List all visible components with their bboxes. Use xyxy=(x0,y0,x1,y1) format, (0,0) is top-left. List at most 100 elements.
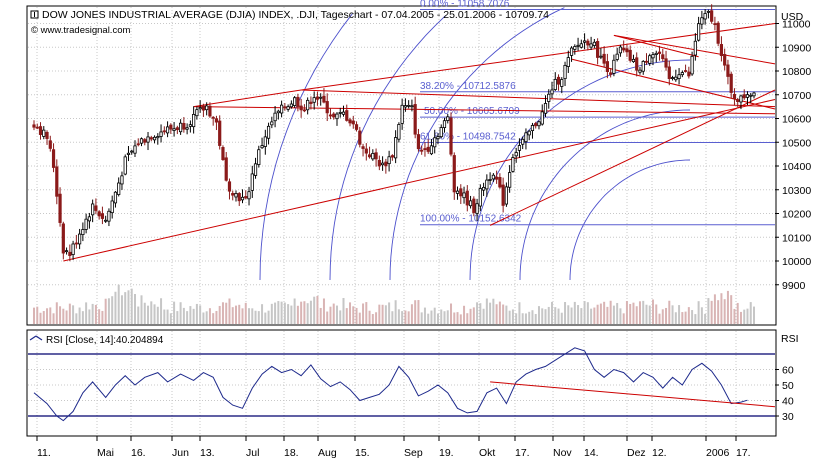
candle-body xyxy=(182,123,186,130)
volume-bar xyxy=(81,311,84,324)
candle-body xyxy=(556,76,561,85)
candle-body xyxy=(615,53,619,60)
candle-body xyxy=(120,175,124,185)
price-grid xyxy=(28,7,775,324)
date-tick-label: 14. xyxy=(584,447,599,459)
volume-bar xyxy=(107,298,110,324)
volume-bar xyxy=(726,290,729,324)
candle-body xyxy=(58,193,62,223)
candle-body xyxy=(582,40,587,43)
candle-body xyxy=(205,105,209,111)
fib-level-label: 100.00% - 10152.6342 xyxy=(420,214,522,225)
volume-bar xyxy=(511,309,514,324)
price-tick-label: 10300 xyxy=(782,185,811,197)
candle-body xyxy=(341,111,346,115)
date-tick-label: Nov xyxy=(553,447,572,459)
candle-body xyxy=(723,54,727,66)
volume-bar xyxy=(642,300,645,324)
candle-body xyxy=(674,76,678,81)
candle-body xyxy=(48,140,52,149)
currency-label: USD xyxy=(781,11,804,23)
volume-bar xyxy=(42,311,45,324)
date-tick-label: 17. xyxy=(515,447,530,459)
date-tick-label: 18. xyxy=(284,447,299,459)
trendline xyxy=(63,99,776,262)
candle-body xyxy=(192,113,196,128)
volume-bar xyxy=(306,303,309,324)
candle-body xyxy=(657,51,662,54)
price-tick-label: 10100 xyxy=(782,232,811,244)
candle-body xyxy=(573,46,577,50)
candle-body xyxy=(175,127,179,131)
volume-bar xyxy=(124,292,127,324)
volume-bar xyxy=(205,311,208,324)
volume-bar xyxy=(349,302,352,324)
candle-body xyxy=(266,125,271,139)
candle-body xyxy=(35,126,39,129)
candle-body xyxy=(354,124,359,130)
volume-bar xyxy=(498,301,501,324)
volume-bar xyxy=(691,310,694,324)
volume-bar xyxy=(52,313,55,324)
candle-body xyxy=(609,72,613,75)
volume-bar xyxy=(625,301,628,324)
volume-bar xyxy=(137,306,140,324)
volume-bar xyxy=(309,300,312,324)
volume-bar xyxy=(368,310,371,324)
volume-bar xyxy=(590,308,593,324)
volume-bar xyxy=(456,312,459,324)
date-tick-label: 2006 xyxy=(706,447,730,459)
volume-bar xyxy=(427,313,430,324)
candle-body xyxy=(64,250,69,253)
volume-bar xyxy=(609,300,612,324)
volume-bar xyxy=(736,302,739,324)
rsi-tick-label: 50 xyxy=(782,380,794,392)
volume-bar xyxy=(225,302,228,324)
candle-body xyxy=(504,186,508,205)
volume-bar xyxy=(616,302,619,324)
volume-bar xyxy=(283,302,286,324)
candle-body xyxy=(113,191,118,204)
fib-arc xyxy=(389,7,565,281)
candle-body xyxy=(325,101,329,114)
volume-bar xyxy=(453,312,456,324)
volume-bar xyxy=(583,301,586,324)
volume-bar xyxy=(313,296,316,324)
candle-body xyxy=(152,136,157,141)
volume-bar xyxy=(296,305,299,324)
candle-body xyxy=(527,130,531,136)
volume-bar xyxy=(629,303,632,324)
volume-bar xyxy=(329,306,332,324)
volume-bar xyxy=(199,305,202,324)
candle-body xyxy=(221,147,225,160)
candle-body xyxy=(534,123,538,127)
candle-body xyxy=(377,160,381,167)
candle-body xyxy=(309,101,313,105)
volume-bar xyxy=(391,311,394,324)
volume-bar xyxy=(619,308,622,324)
volume-bar xyxy=(717,300,720,324)
candle-body xyxy=(459,188,463,197)
volume-bar xyxy=(394,300,397,324)
volume-bar xyxy=(652,299,655,324)
price-tick-label: 10900 xyxy=(782,42,811,54)
candle-body xyxy=(32,124,36,128)
volume-bar xyxy=(554,307,557,324)
candle-body xyxy=(384,161,388,167)
candle-body xyxy=(250,173,254,191)
volume-bar xyxy=(114,291,117,324)
volume-bar xyxy=(746,308,749,324)
candle-body xyxy=(589,43,593,48)
volume-bar xyxy=(596,304,599,324)
candle-body xyxy=(517,145,522,151)
fib-arc xyxy=(259,13,353,281)
candle-body xyxy=(367,154,372,158)
volume-bar xyxy=(671,305,674,324)
candle-body xyxy=(306,99,310,111)
candle-body xyxy=(654,52,658,55)
candle-body xyxy=(713,23,717,26)
candle-body xyxy=(247,191,251,200)
trendlines xyxy=(63,23,776,262)
candle-body xyxy=(677,74,681,79)
date-tick-label: Okt xyxy=(479,447,495,459)
